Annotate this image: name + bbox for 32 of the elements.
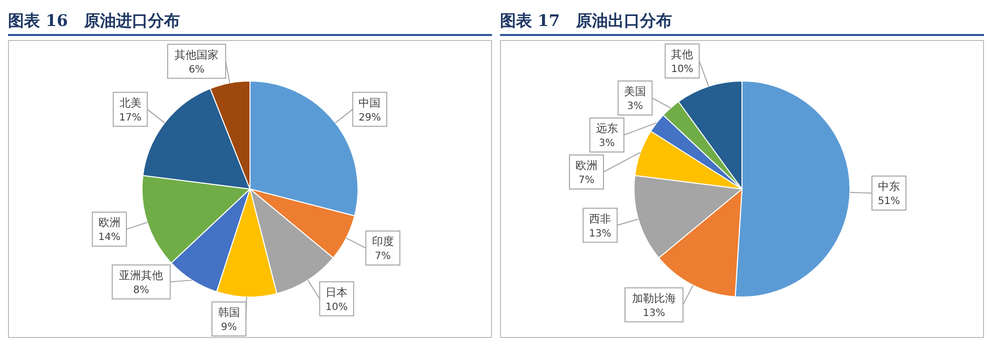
data-label: 6% xyxy=(188,64,205,76)
data-label: 13% xyxy=(642,308,666,319)
slice-label: 中国 xyxy=(358,96,381,110)
data-label: 7% xyxy=(374,251,391,262)
data-label: 17% xyxy=(119,112,142,124)
slice-label: 北美 xyxy=(119,96,142,110)
slice-label: 亚洲其他 xyxy=(119,268,164,282)
slice-label: 西非 xyxy=(589,212,612,226)
chart-title: 图表 17 原油出口分布 xyxy=(500,8,984,36)
data-label: 14% xyxy=(98,232,120,244)
slice-label: 韩国 xyxy=(218,306,240,319)
data-label: 10% xyxy=(671,64,694,75)
slice-label: 欧洲 xyxy=(575,159,598,172)
slice-label: 印度 xyxy=(372,235,394,248)
slice-label: 加勒比海 xyxy=(632,292,676,305)
data-label: 3% xyxy=(627,101,644,112)
slice-label: 其他国家 xyxy=(174,48,219,62)
slice-label: 远东 xyxy=(596,122,618,135)
data-label: 9% xyxy=(220,322,237,333)
slice-label: 其他 xyxy=(671,48,694,61)
data-label: 7% xyxy=(578,175,594,186)
slice-label: 中东 xyxy=(878,180,900,194)
slice-label: 欧洲 xyxy=(98,216,120,230)
data-label: 8% xyxy=(133,284,150,296)
data-label: 51% xyxy=(878,196,900,208)
data-label: 29% xyxy=(358,112,381,124)
chart-title: 图表 16 原油进口分布 xyxy=(8,8,492,36)
data-label: 10% xyxy=(326,302,348,313)
slice-label: 美国 xyxy=(624,85,646,98)
data-label: 3% xyxy=(598,138,615,149)
slice-label: 日本 xyxy=(326,286,348,299)
data-label: 13% xyxy=(589,228,612,240)
